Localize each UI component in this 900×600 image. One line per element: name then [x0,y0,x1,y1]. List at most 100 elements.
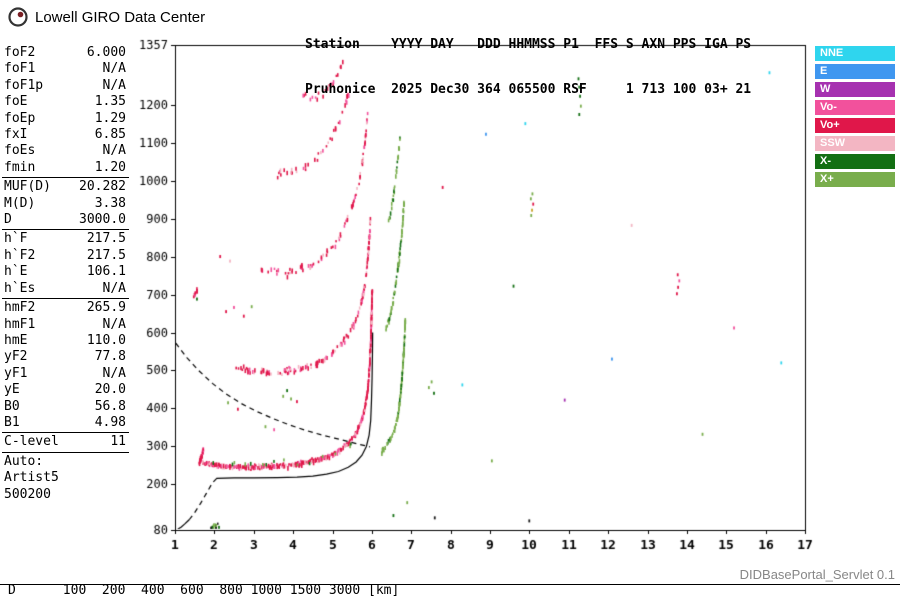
legend-item-ssw: SSW [815,136,895,151]
param-value: 110.0 [86,332,126,348]
param-row: h`E 106.1 [2,264,129,280]
param-label: foF1p [4,77,44,93]
param-label: C-level [4,434,59,450]
param-value: 3000.0 [79,212,126,228]
param-row: h`F 217.5 [2,231,129,247]
parameter-panel: foF2 6.000 foF1 N/A foF1p N/A foE 1.35 foEp 1.29 f… [2,45,129,504]
param-label: hmF1 [4,316,36,332]
param-value: N/A [102,77,126,93]
param-value: 4.98 [94,414,126,430]
parameter-group: C-level 11 [2,432,129,451]
param-value: 77.8 [94,349,126,365]
param-row: hmE 110.0 [2,333,129,349]
param-label: yE [4,382,20,398]
servlet-version-label: DIDBasePortal_Servlet 0.1 [739,567,895,582]
param-row: C-level 11 [2,434,129,450]
param-value: 3.38 [94,195,126,211]
parameter-group: Auto: Artist5 500200 [2,451,129,504]
param-label: yF2 [4,349,28,365]
legend-item-vo-plus: Vo+ [815,118,895,133]
param-row: yF2 77.8 [2,349,129,365]
param-row: MUF(D) 20.282 [2,179,129,195]
param-row: h`Es N/A [2,281,129,297]
param-label: B1 [4,414,20,430]
param-value: 106.1 [86,264,126,280]
brand-title: Lowell GIRO Data Center [35,8,206,26]
param-value: N/A [102,316,126,332]
param-label: yF1 [4,365,28,381]
station-header-line1: Station YYYY DAY DDD HHMMSS P1 FFS S AXN… [305,37,752,52]
param-label: hmE [4,332,28,348]
param-row: 500200 [2,487,129,503]
param-value: 11 [110,434,126,450]
param-value: N/A [102,143,126,159]
param-row: h`F2 217.5 [2,248,129,264]
parameter-group: h`F 217.5 h`F2 217.5 h`E 106.1 h`Es N/A [2,229,129,298]
param-label: foEp [4,110,36,126]
param-value: 20.0 [94,382,126,398]
param-row: foF1 N/A [2,61,129,77]
param-label: foE [4,94,28,110]
param-row: fmin 1.20 [2,160,129,176]
param-row: foEp 1.29 [2,111,129,127]
parameter-group: MUF(D) 20.282 M(D) 3.38 D 3000.0 [2,177,129,229]
legend-item-w: W [815,82,895,97]
legend-item-x-minus: X- [815,154,895,169]
param-value: 1.20 [94,159,126,175]
param-value: 20.282 [79,179,126,195]
legend-item-x-plus: X+ [815,172,895,187]
param-label: h`E [4,264,28,280]
param-label: fxI [4,127,28,143]
param-value: N/A [102,365,126,381]
param-row: B0 56.8 [2,399,129,415]
parameter-group: hmF2 265.9 hmF1 N/A hmE 110.0 yF2 77.8 yF1 N/A yE 2… [2,298,129,432]
param-value: 217.5 [86,247,126,263]
param-row: Artist5 [2,470,129,486]
param-row: foF2 6.000 [2,45,129,61]
param-row: foF1p N/A [2,78,129,94]
param-row: foEs N/A [2,143,129,159]
param-label: fmin [4,159,36,175]
param-row: Auto: [2,454,129,470]
param-row: B1 4.98 [2,415,129,431]
param-value: 6.85 [94,127,126,143]
param-row: D 3000.0 [2,212,129,228]
param-label: MUF(D) [4,179,51,195]
param-label: h`F2 [4,247,36,263]
giro-logo-icon [8,7,28,27]
param-label: B0 [4,398,20,414]
param-label: foF2 [4,45,36,60]
brand: Lowell GIRO Data Center [7,6,205,28]
param-row: hmF1 N/A [2,317,129,333]
legend-item-vo-minus: Vo- [815,100,895,115]
d-row: D 100 200 400 600 800 1000 1500 3000 [km… [8,583,400,598]
param-label: h`Es [4,280,36,296]
param-row: hmF2 265.9 [2,300,129,316]
param-label: Auto: [4,453,44,469]
param-value: 265.9 [86,300,126,316]
param-label: h`F [4,231,28,247]
param-value: 217.5 [86,231,126,247]
param-value: 1.29 [94,110,126,126]
param-value: N/A [102,280,126,296]
param-label: foEs [4,143,36,159]
param-value: 56.8 [94,398,126,414]
param-label: 500200 [4,486,51,502]
legend-item-nne: NNE [815,46,895,61]
param-value: N/A [102,61,126,77]
station-header-line2: Pruhonice 2025 Dec30 364 065500 RSF 1 71… [305,82,752,97]
status-bar: db pq052 20251230 065500.rsf / 214fx512h… [0,584,900,600]
d-muf-table: D 100 200 400 600 800 1000 1500 3000 [km… [8,556,407,600]
param-label: hmF2 [4,300,36,316]
parameter-group: foF2 6.000 foF1 N/A foF1p N/A foE 1.35 foEp 1.29 f… [2,45,129,177]
param-row: yE 20.0 [2,382,129,398]
param-row: yF1 N/A [2,366,129,382]
param-label: Artist5 [4,470,59,486]
param-value: 1.35 [94,94,126,110]
param-label: M(D) [4,195,36,211]
param-row: foE 1.35 [2,94,129,110]
param-row: fxI 6.85 [2,127,129,143]
legend-item-e: E [815,64,895,79]
